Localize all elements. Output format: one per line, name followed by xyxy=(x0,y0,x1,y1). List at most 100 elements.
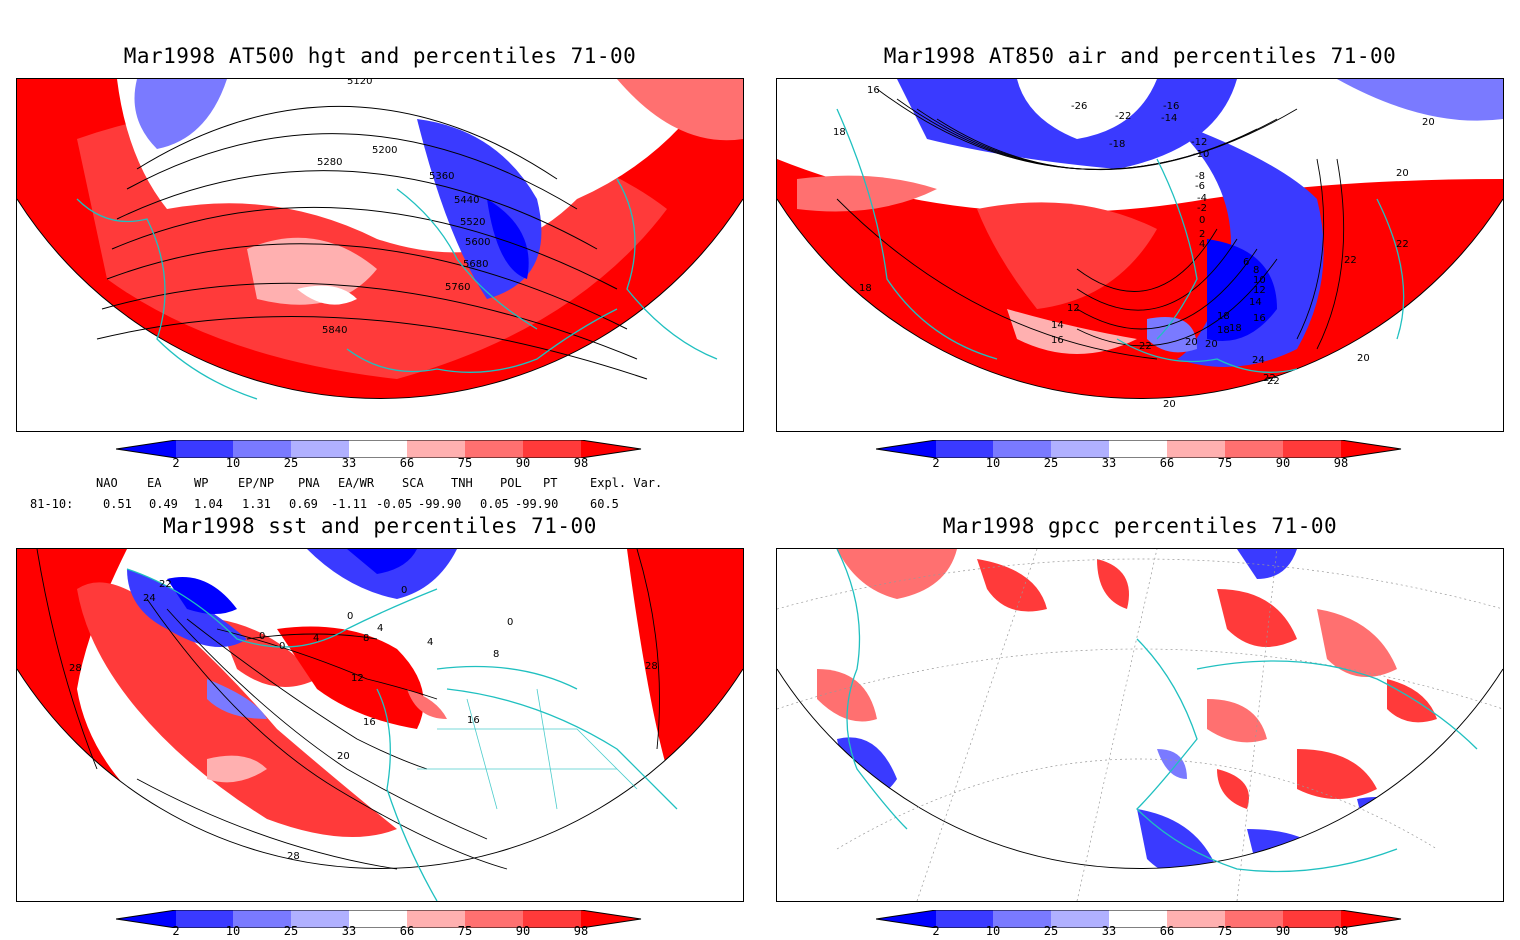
contour-label: 18 xyxy=(1217,325,1230,336)
contour-labels: 5120 5200 5280 5360 5440 5520 5600 5680 … xyxy=(317,79,490,336)
shading-layer xyxy=(17,79,743,399)
contour-label: 20 xyxy=(1396,168,1409,179)
index-value: 1.31 xyxy=(242,497,271,511)
contour-label: 20 xyxy=(1422,117,1435,128)
contour-lines xyxy=(96,106,648,380)
contour-label: 5360 xyxy=(429,171,454,182)
colorbar-tick: 33 xyxy=(341,924,357,938)
graticule xyxy=(777,549,1503,901)
contour-label: 28 xyxy=(287,851,300,862)
contour-label: 28 xyxy=(69,663,82,674)
colorbar-arrow-high xyxy=(581,440,641,458)
contour-label: -10 xyxy=(1193,149,1209,160)
contour-label: 12 xyxy=(1067,303,1080,314)
colorbar-tick: 2 xyxy=(172,924,180,938)
contour-label: 0 xyxy=(279,641,285,652)
colorbar-tick: 98 xyxy=(1333,456,1349,470)
contour-label: 6 xyxy=(1243,257,1249,268)
colorbar-tick: 98 xyxy=(573,456,589,470)
contour-label: 20 xyxy=(1163,399,1176,410)
shading-layer xyxy=(777,549,1503,869)
contour-label: 22 xyxy=(1396,239,1409,250)
colorbar-tick: 33 xyxy=(1101,456,1117,470)
contour-label: 20 xyxy=(1185,337,1198,348)
contour-label: 18 xyxy=(1229,323,1242,334)
index-header: EA/WR xyxy=(338,476,375,490)
contour-label: 28 xyxy=(645,661,658,672)
contour-label: 20 xyxy=(337,751,350,762)
index-value: 0.05 xyxy=(480,497,509,511)
colorbar-tick: 10 xyxy=(225,456,241,470)
contour-label: 18 xyxy=(859,283,872,294)
contour-lines xyxy=(836,88,1345,360)
colorbar-bottom-right xyxy=(876,910,1402,928)
colorbar-tick: 66 xyxy=(399,924,415,938)
colorbar-tick: 90 xyxy=(515,924,531,938)
map-hgt500-svg: 5120 5200 5280 5360 5440 5520 5600 5680 … xyxy=(17,79,743,400)
colorbar-tick: 33 xyxy=(1101,924,1117,938)
contour-label: 5760 xyxy=(445,282,470,293)
contour-labels: 16 18 18 20 20 22 22 24 22 20 20 18 16 1… xyxy=(833,85,1435,410)
colorbar-tick: 10 xyxy=(985,924,1001,938)
colorbar-tick: 10 xyxy=(985,456,1001,470)
map-gpcc xyxy=(776,548,1504,902)
index-header: PT xyxy=(543,476,558,490)
colorbar-ticks-top-right: 2 10 25 33 66 75 90 98 xyxy=(876,456,1406,472)
contour-label: 10 xyxy=(1253,275,1266,286)
colorbar-tick: 25 xyxy=(283,456,299,470)
colorbar-tick: 33 xyxy=(341,456,357,470)
colorbar-tick: 2 xyxy=(932,456,940,470)
shading-layer xyxy=(777,79,1503,399)
panel-title-sst: Mar1998 sst and percentiles 71-00 xyxy=(163,514,597,538)
colorbar-tick: 66 xyxy=(1159,924,1175,938)
colorbar-tick: 25 xyxy=(1043,924,1059,938)
contour-label: 22 xyxy=(1263,373,1276,384)
coastlines xyxy=(126,568,678,901)
index-value-row: 81-10: 0.51 0.49 1.04 1.31 0.69 -1.11 -0… xyxy=(0,497,700,513)
contour-label: -12 xyxy=(1191,137,1207,148)
contour-label: 5680 xyxy=(463,259,488,270)
index-header: NAO xyxy=(96,476,118,490)
panel-title-hgt500: Mar1998 AT500 hgt and percentiles 71-00 xyxy=(123,44,637,68)
contour-label: 5200 xyxy=(372,145,397,156)
colorbar-tick: 75 xyxy=(1217,924,1233,938)
index-value: 60.5 xyxy=(590,497,619,511)
colorbar-tick: 25 xyxy=(283,924,299,938)
contour-label: 5440 xyxy=(454,195,479,206)
panel-title-gpcc: Mar1998 gpcc percentiles 71-00 xyxy=(942,514,1338,538)
contour-label: -2 xyxy=(1197,203,1207,214)
contour-label: 4 xyxy=(313,633,319,644)
contour-label: 24 xyxy=(143,593,156,604)
map-sst: 22 24 28 0 0 4 8 12 16 20 28 28 0 4 4 16… xyxy=(16,548,744,902)
contour-label: 18 xyxy=(1217,311,1230,322)
index-value: 0.49 xyxy=(149,497,178,511)
hemisphere-boundary xyxy=(17,198,743,399)
map-gpcc-svg xyxy=(777,549,1503,901)
colorbar-ticks-bottom-left: 2 10 25 33 66 75 90 98 xyxy=(116,924,646,940)
contour-label: -18 xyxy=(1109,139,1125,150)
contour-label: 0 xyxy=(347,611,353,622)
contour-label: 12 xyxy=(351,673,364,684)
coastlines xyxy=(76,178,718,400)
contour-label: 14 xyxy=(1051,320,1064,331)
map-sst-svg: 22 24 28 0 0 4 8 12 16 20 28 28 0 4 4 16… xyxy=(17,549,743,901)
contour-label: 0 xyxy=(507,617,513,628)
contour-label: 12 xyxy=(1253,285,1266,296)
contour-label: 5120 xyxy=(347,79,372,87)
colorbar-tick: 2 xyxy=(932,924,940,938)
colorbar-top-right xyxy=(876,440,1402,458)
contour-label: 16 xyxy=(1253,313,1266,324)
colorbar-tick: 2 xyxy=(172,456,180,470)
contour-label: 22 xyxy=(1267,376,1280,387)
political-borders xyxy=(417,688,638,810)
contour-label: 5600 xyxy=(465,237,490,248)
index-value: 0.51 xyxy=(103,497,132,511)
colorbar-ticks-bottom-right: 2 10 25 33 66 75 90 98 xyxy=(876,924,1406,940)
contour-label: -8 xyxy=(1195,171,1205,182)
colorbar-tick: 75 xyxy=(457,456,473,470)
contour-label: 4 xyxy=(1199,239,1205,250)
contour-label: -26 xyxy=(1071,101,1087,112)
contour-label: 16 xyxy=(1051,335,1064,346)
contour-labels: 22 24 28 0 0 4 8 12 16 20 28 28 0 4 4 16… xyxy=(69,579,658,862)
contour-label: 0 xyxy=(1199,215,1205,226)
